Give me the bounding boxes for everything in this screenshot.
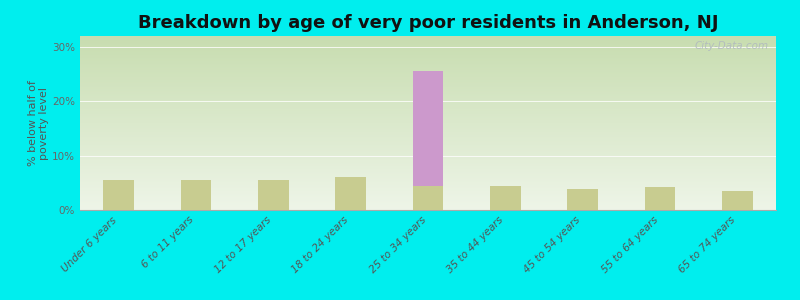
Title: Breakdown by age of very poor residents in Anderson, NJ: Breakdown by age of very poor residents …	[138, 14, 718, 32]
Bar	[258, 180, 289, 210]
Bar	[722, 191, 753, 210]
Y-axis label: % below half of
poverty level: % below half of poverty level	[28, 80, 50, 166]
Bar	[567, 189, 598, 210]
Text: City-Data.com: City-Data.com	[695, 41, 769, 51]
Bar	[413, 185, 443, 210]
Bar	[103, 180, 134, 210]
Bar	[335, 177, 366, 210]
Bar	[413, 71, 443, 210]
Bar	[645, 187, 675, 210]
Bar	[181, 180, 211, 210]
Bar	[490, 185, 521, 210]
